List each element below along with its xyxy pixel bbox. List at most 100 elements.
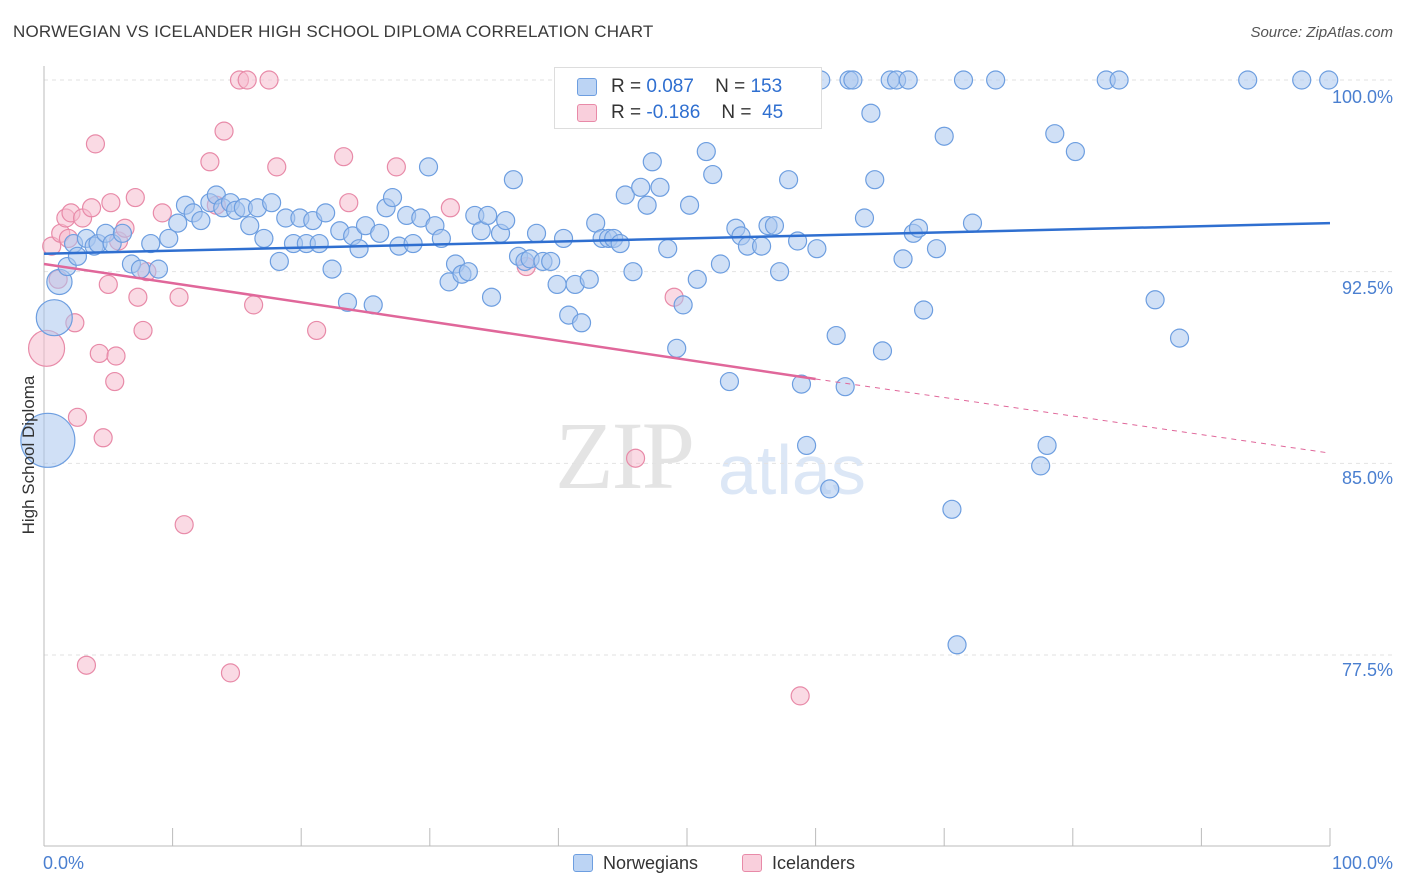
icelander-point [174,515,194,535]
norwegian-point [893,249,913,269]
legend-n-value-1: 153 [750,76,783,97]
norwegian-point [820,479,840,499]
norwegian-point [130,259,151,279]
bottom-legend-norwegians: Norwegians [573,853,698,874]
bottom-legend-icelanders: Icelanders [742,853,855,874]
norwegian-point [262,193,282,213]
icelander-point [67,407,88,427]
icelander-point [386,157,406,177]
y-tick-label-92-5: 92.5% [1341,278,1393,298]
norwegian-point [168,213,188,233]
pink-swatch-bottom [742,854,762,872]
norwegian-point [322,259,342,279]
norwegians-trend-line [43,221,1331,256]
norwegian-point [382,187,403,208]
y-tick-label-77-5: 77.5% [1341,660,1393,680]
norwegian-point [865,170,885,190]
norwegian-point [496,210,516,231]
norwegian-point [778,170,799,190]
norwegian-point [1145,290,1165,310]
norwegian-point [526,223,547,243]
legend-icelanders-label: Icelanders [772,853,856,873]
norwegian-point [637,195,657,215]
norwegian-point [458,262,478,282]
norwegian-point [35,299,73,337]
norwegian-point [947,635,967,655]
norwegian-point [316,203,336,223]
norwegian-point [1031,456,1051,476]
watermark-zip: ZIP [555,402,695,509]
norwegian-point [854,208,875,228]
norwegian-point [898,70,918,90]
icelander-point [214,121,234,141]
norwegian-point [112,223,133,243]
icelander-point [105,371,125,392]
norwegian-point [610,233,630,254]
y-tick-label-100: 100.0% [1331,87,1393,107]
norwegian-point [650,177,670,197]
icelander-point [237,70,257,90]
norwegian-point [751,236,772,256]
norwegian-point [908,218,929,238]
icelander-point [334,147,354,167]
norwegian-point [579,269,599,289]
norwegian-point [159,228,179,249]
norwegian-point [986,70,1006,90]
norwegian-point [553,228,574,249]
legend-n-label-1: N = [715,76,746,97]
norwegian-point [503,170,523,190]
source-label: Source: ZipAtlas.com [1250,24,1393,41]
norwegian-point [541,251,561,272]
norwegian-point [337,292,358,312]
norwegian-point [418,157,439,177]
icelander-point [81,198,102,218]
norwegian-point [1169,328,1190,348]
norwegian-point [615,185,635,205]
norwegian-point [1238,70,1258,90]
norwegian-point [148,259,169,279]
norwegian-point [667,338,687,358]
icelander-point [152,203,172,223]
chart-title: NORWEGIAN VS ICELANDER HIGH SCHOOL DIPLO… [13,22,654,41]
legend-r-label-1: R = [611,76,642,97]
blue-swatch [577,78,597,96]
norwegian-point [631,177,651,197]
norwegian-point [141,233,161,254]
norwegian-point [269,251,289,272]
icelander-point [200,152,220,172]
norwegian-point [1045,124,1065,144]
norwegian-point [926,239,947,259]
norwegian-point [710,254,731,274]
norwegian-point [962,213,983,233]
grid-lines [44,79,1392,656]
legend-r-value-1: 0.087 [646,76,694,97]
norwegian-point [309,233,329,254]
icelanders-points [27,70,810,706]
icelander-point [307,320,327,341]
trend-lines [43,221,1331,454]
norwegian-point [835,377,855,397]
norwegian-point [703,164,723,185]
norwegian-point [796,435,817,456]
icelander-point [85,134,106,154]
blue-swatch-bottom [573,854,593,872]
icelander-point [76,655,97,675]
y-axis-label: High School Diploma [19,375,38,535]
legend-n-value-2: 45 [762,102,784,123]
icelander-point [93,428,113,448]
norwegian-point [764,216,785,236]
correlation-legend: R = 0.087 N = 153 R = -0.186 N = 45 [554,67,822,129]
norwegian-point [942,499,962,519]
icelander-point [106,346,126,366]
pink-swatch [577,104,597,122]
norwegian-point [696,141,716,162]
norwegian-point [1109,70,1129,90]
norwegian-point [478,205,498,226]
icelander-point [169,287,189,307]
icelander-point [625,448,646,468]
norwegian-point [719,371,740,392]
norwegian-point [861,103,881,123]
norwegian-point [826,325,846,346]
norwegian-point [254,228,274,249]
